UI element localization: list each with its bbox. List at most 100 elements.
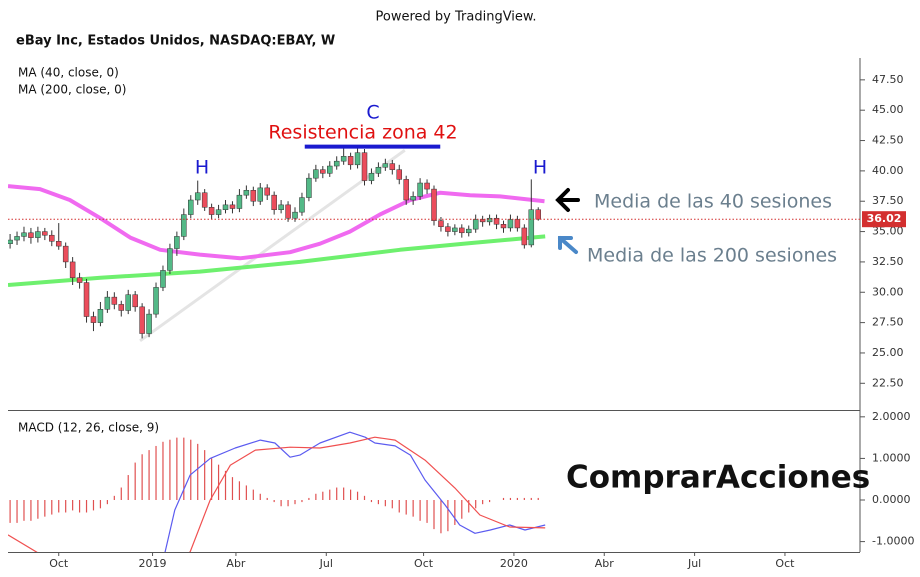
y-tick-label: 30.00	[872, 285, 904, 298]
candle-body	[35, 231, 41, 238]
y-tick-label: 42.50	[872, 134, 904, 147]
candle-body	[535, 209, 541, 220]
candle-body	[486, 217, 493, 223]
y-tick-label: 27.50	[872, 316, 904, 329]
candle-body	[521, 227, 528, 246]
x-tick-label: Oct	[49, 557, 69, 570]
candle-body	[389, 163, 396, 170]
candle-body	[278, 204, 284, 210]
candle-body	[347, 156, 354, 166]
powered-by: Powered by TradingView.	[376, 10, 537, 25]
candle-body	[222, 204, 229, 210]
candle-body	[111, 296, 118, 305]
candle-body	[62, 245, 69, 263]
line-series	[8, 436, 546, 552]
candle-body	[194, 192, 201, 201]
macd-title: MACD (12, 26, close, 9)	[18, 421, 159, 435]
annotation-ma40: Media de las 40 sesiones	[594, 191, 832, 213]
candle-body	[382, 163, 389, 168]
candle-body	[465, 228, 472, 234]
line-series	[8, 184, 545, 261]
candle-body	[306, 177, 312, 198]
candle-body	[368, 173, 375, 181]
y-tick-label: 0.0000	[872, 493, 911, 506]
candle-body	[493, 217, 500, 225]
candle-body	[271, 194, 277, 210]
candle-body	[403, 179, 409, 201]
x-tick-label: 2020	[500, 557, 528, 570]
candle-body	[229, 204, 236, 209]
candle-body	[500, 224, 507, 229]
candle-body	[333, 160, 340, 167]
candle-body	[14, 236, 20, 241]
candle-body	[528, 209, 535, 246]
candle-body	[167, 248, 173, 271]
trendline	[139, 149, 406, 343]
candle-body	[28, 232, 34, 238]
chart-title: eBay Inc, Estados Unidos, NASDAQ:EBAY, W	[16, 34, 335, 49]
candle-body	[146, 313, 152, 334]
candle-body	[472, 219, 479, 230]
candle-body	[69, 261, 76, 278]
candle-body	[125, 294, 131, 311]
candle-body	[243, 190, 250, 196]
candle-body	[320, 169, 326, 174]
x-tick-label: 2019	[139, 557, 167, 570]
candle-body	[104, 296, 111, 310]
y-tick-label: 47.50	[872, 73, 904, 86]
candle-body	[139, 306, 145, 334]
candle-body	[55, 241, 62, 247]
macd-panel	[8, 431, 546, 552]
candle-body	[479, 219, 486, 223]
last-price-label: 36.02	[867, 212, 902, 225]
candle-body	[417, 182, 423, 197]
y-tick-label: 1.0000	[872, 451, 911, 464]
y-tick-label: 32.50	[872, 255, 904, 268]
candle-body	[160, 270, 166, 288]
legend-ma200: MA (200, close, 0)	[18, 83, 126, 97]
line-series	[8, 234, 546, 287]
candle-body	[153, 287, 159, 315]
candle-body	[507, 219, 514, 229]
candle-body	[8, 239, 13, 244]
candle-body	[354, 152, 361, 166]
x-tick-label: Oct	[775, 557, 795, 570]
candle-body	[452, 227, 458, 232]
y-tick-label: 25.00	[872, 346, 904, 359]
candle-body	[264, 187, 270, 196]
last-price-box	[862, 211, 906, 228]
x-tick-label: Abr	[226, 557, 246, 570]
candle-body	[327, 165, 333, 174]
candle-body	[361, 152, 368, 181]
annotation-h-right: H	[533, 157, 547, 179]
annotation-resistance: Resistencia zona 42	[268, 122, 457, 144]
candle-body	[188, 199, 194, 215]
candle-body	[424, 182, 430, 190]
watermark: ComprarAcciones	[566, 460, 870, 496]
candle-body	[201, 192, 208, 208]
candle-body	[49, 234, 55, 242]
annotation-c: C	[366, 102, 379, 124]
y-tick-label: 22.50	[872, 376, 904, 389]
arrow-blue	[558, 236, 578, 254]
candle-body	[97, 309, 104, 323]
x-tick-label: Abr	[595, 557, 615, 570]
candle-body	[250, 190, 257, 202]
candle-body	[181, 214, 187, 237]
y-tick-label: 45.00	[872, 103, 904, 116]
x-tick-label: Jul	[319, 557, 333, 570]
candle-body	[21, 232, 27, 237]
candle-body	[215, 209, 222, 215]
candle-body	[174, 236, 180, 249]
y-tick-label: 40.00	[872, 164, 904, 177]
annotation-h-left: H	[195, 157, 209, 179]
candle-body	[208, 207, 215, 215]
candle-body	[76, 277, 83, 283]
annotation-ma200: Media de las 200 sesiones	[587, 245, 837, 267]
candle-body	[375, 166, 382, 174]
candle-body	[459, 227, 465, 234]
watermark-bg	[558, 452, 854, 506]
line-series	[164, 431, 546, 552]
